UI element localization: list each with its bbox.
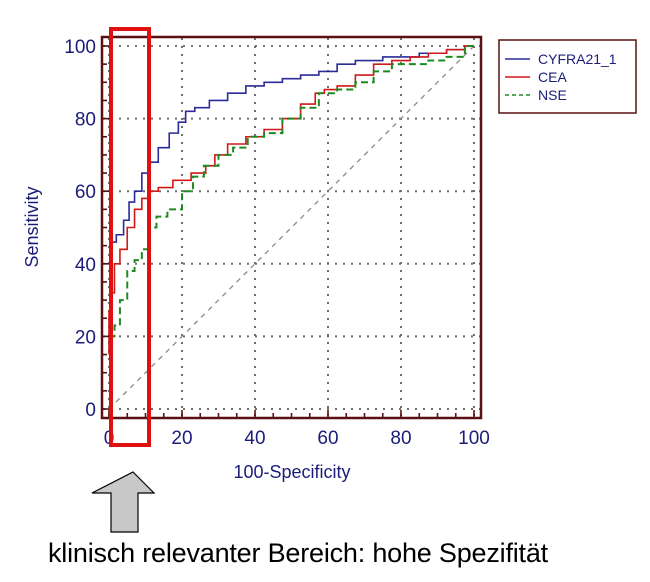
caption: klinisch relevanter Bereich: hohe Spezif… [48,538,548,568]
x-tick-label: 100 [458,428,490,449]
y-axis-title: Sensitivity [22,186,42,267]
legend: CYFRA21_1 CEA NSE [498,39,637,114]
y-tick-label: 20 [75,327,96,348]
x-tick-label: 60 [317,428,338,449]
highlight-rectangle [109,27,151,447]
grid-lines [103,38,480,417]
x-tick-label: 80 [390,428,411,449]
legend-label-nse: NSE [538,87,567,103]
x-tick-label: 20 [171,428,192,449]
legend-label-cyfra: CYFRA21_1 [538,51,617,67]
reference-diagonal [108,45,475,410]
series-cyfra21-1 [109,45,474,247]
arrow-up-icon [91,471,156,533]
series-cea [108,45,474,355]
x-tick-label: 40 [244,428,265,449]
plot-frame [100,35,483,420]
x-axis-title: 100-Specificity [233,462,350,482]
series-nse [109,45,474,349]
y-tick-label: 0 [85,400,96,421]
legend-label-cea: CEA [538,69,567,85]
y-tick-label: 40 [75,255,96,276]
y-tick-label: 60 [75,182,96,203]
series-group [108,45,474,355]
y-tick-label: 80 [75,110,96,131]
axis-ticks [102,45,475,418]
legend-box [498,39,637,114]
y-tick-label: 100 [64,37,96,58]
